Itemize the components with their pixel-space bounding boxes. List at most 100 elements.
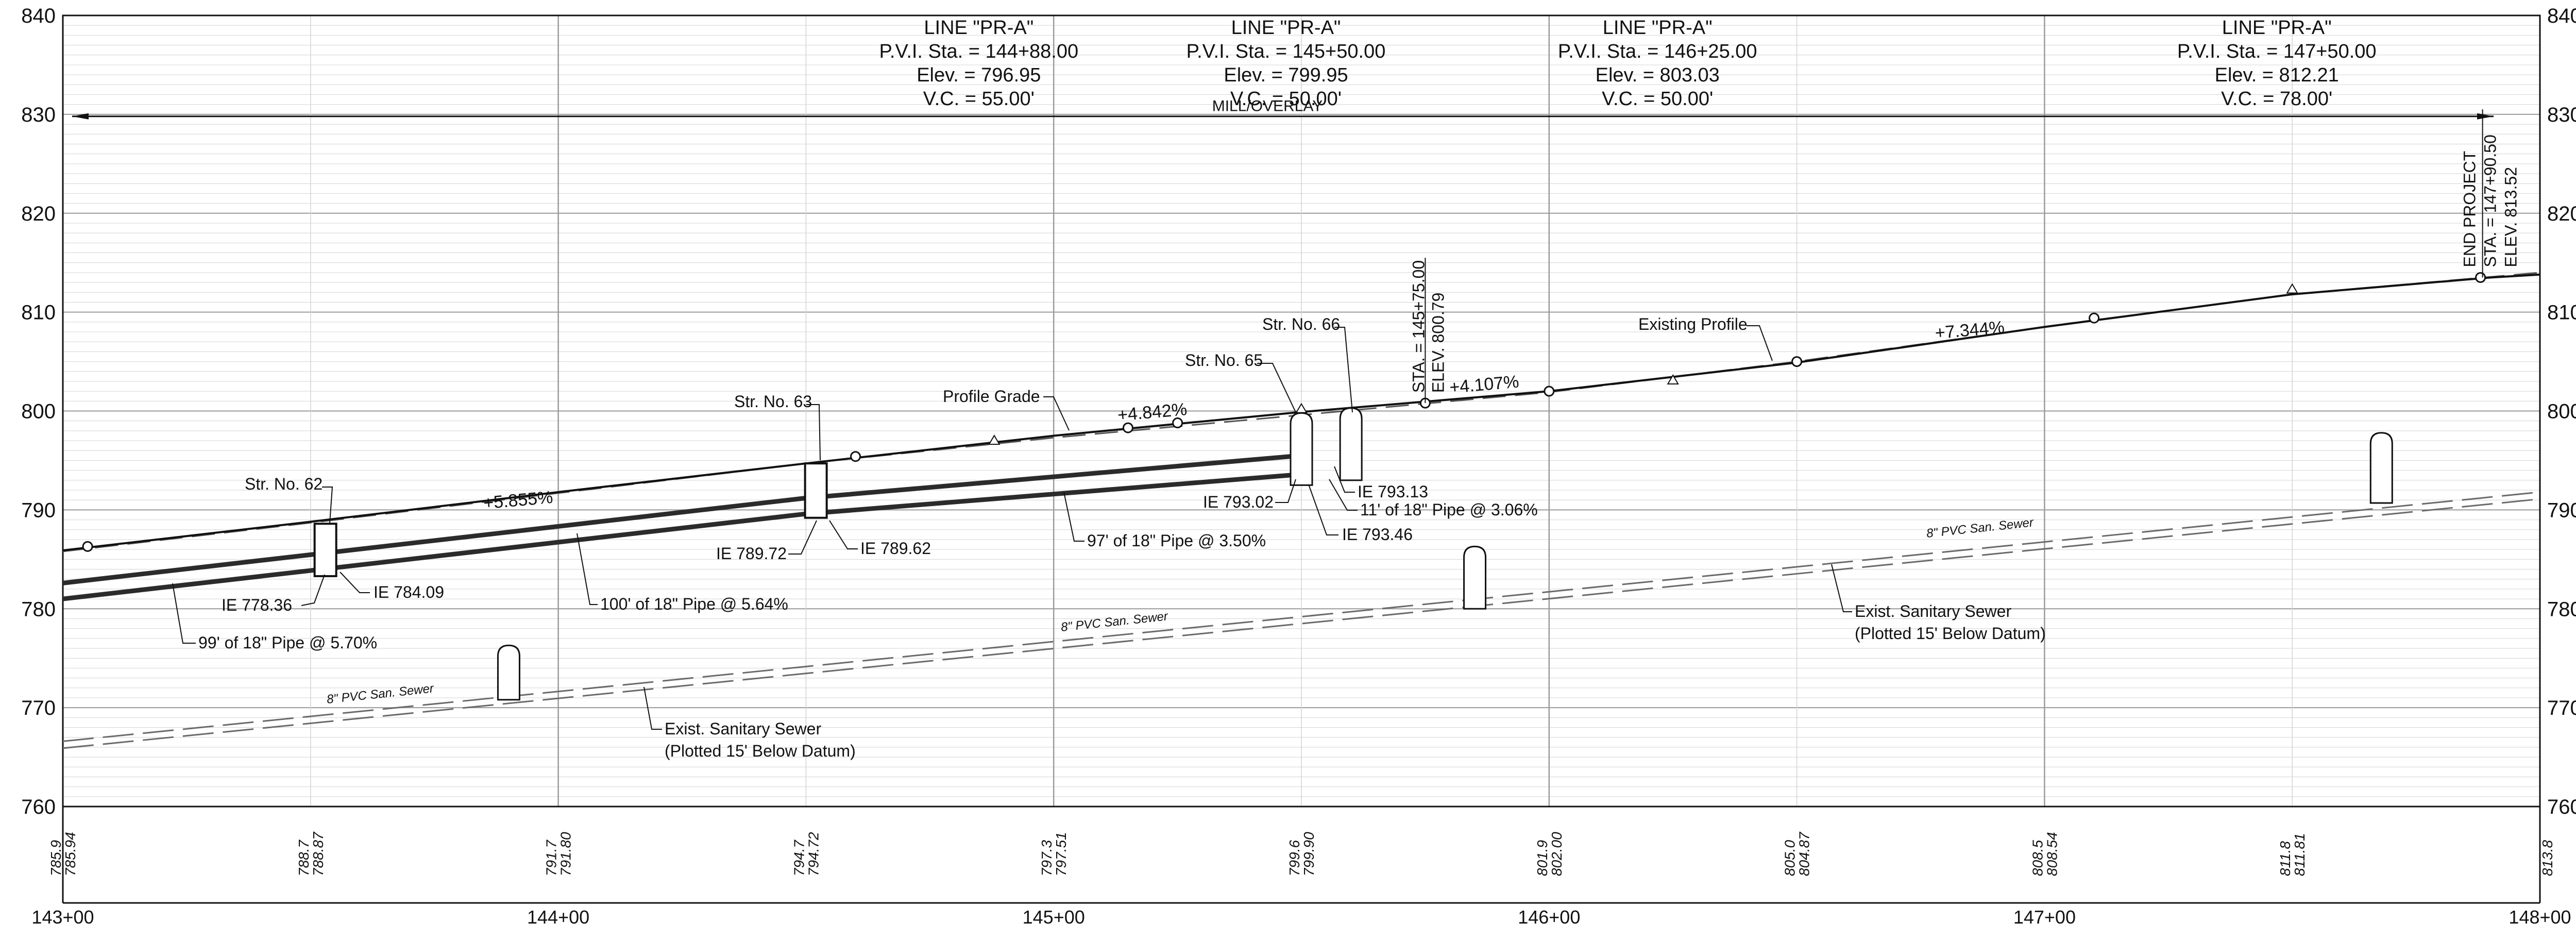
sewer-note-line-1: Exist. Sanitary Sewer: [665, 719, 821, 738]
profile-point-marker: [2089, 312, 2100, 324]
invert-label: IE 793.13: [1358, 482, 1428, 501]
end-project-text: STA. = 147+90.50: [2481, 135, 2500, 267]
y-tick-label-right: 840: [2547, 5, 2576, 27]
dimension-arrow-left: [72, 113, 89, 120]
profile-point-marker: [82, 541, 93, 552]
y-tick-label-right: 770: [2547, 697, 2576, 719]
annotations: LINE "PR-A"P.V.I. Sta. = 144+88.00Elev. …: [72, 17, 2520, 760]
existing-elevation-label: 791.7: [544, 840, 560, 876]
invert-leader: [301, 574, 325, 606]
invert-leader: [1308, 484, 1338, 535]
storm-pipe-crown: [806, 453, 1302, 500]
pipe-leader: [172, 583, 196, 644]
y-axis-right: 760 770 780 790 800 810 820 830 840: [2547, 5, 2576, 818]
structure-label: Str. No. 62: [245, 475, 323, 493]
y-tick-label-left: 780: [21, 598, 56, 621]
y-tick-label-left: 760: [21, 796, 56, 818]
sewer-note-leader: [1831, 564, 1852, 612]
sewer-note-line-2: (Plotted 15' Below Datum): [665, 742, 856, 760]
structure-label: Str. No. 63: [734, 392, 812, 411]
proposed-elevation-label: 808.54: [2044, 832, 2060, 876]
storm-pipes: [62, 453, 1302, 601]
manhole-structure: [1290, 412, 1313, 486]
y-axis-left: 760 770 780 790 800 810 820 830 840: [21, 5, 56, 818]
pipe-leader: [1329, 479, 1358, 511]
proposed-elevation-label: 785.94: [62, 832, 78, 876]
pipe-label: 99' of 18" Pipe @ 5.70%: [198, 633, 377, 652]
invert-leader: [788, 520, 817, 555]
profile-grade-label: Profile Grade: [943, 387, 1040, 406]
pvi-label-line: P.V.I. Sta. = 146+25.00: [1558, 41, 1757, 62]
y-tick-label-right: 760: [2547, 796, 2576, 818]
manhole-structure: [1339, 407, 1363, 481]
pipe-leader: [1063, 492, 1084, 542]
existing-point-marker: [2286, 283, 2298, 294]
pvi-label-line: P.V.I. Sta. = 144+88.00: [879, 41, 1078, 62]
invert-leader: [1334, 466, 1355, 493]
invert-leader: [829, 520, 858, 549]
existing-elevation-label: 794.7: [791, 840, 807, 876]
y-tick-label-left: 830: [21, 104, 56, 126]
storm-pipe-crown: [62, 495, 806, 585]
profile-point-marker: [1544, 385, 1555, 397]
existing-profile-leader: [1747, 325, 1773, 361]
storm-pipe-invert: [806, 472, 1302, 516]
pvi-label-line: P.V.I. Sta. = 147+50.00: [2177, 41, 2377, 62]
y-tick-label-right: 820: [2547, 203, 2576, 225]
manhole-structure: [2369, 432, 2393, 504]
pvi-label-line: Elev. = 803.03: [1596, 64, 1720, 86]
proposed-elevation-label: 788.87: [310, 831, 326, 876]
inlet-structure: [313, 523, 337, 577]
structure-leader: [1334, 327, 1353, 413]
pvi-label-line: LINE "PR-A": [924, 17, 1033, 39]
invert-label: IE 789.62: [860, 539, 931, 558]
sewer-pipe-upper: [62, 491, 2540, 742]
pipe-label: 100' of 18" Pipe @ 5.64%: [600, 595, 788, 613]
invert-label: IE 789.72: [716, 544, 787, 563]
existing-elevation-label: 799.6: [1286, 840, 1302, 876]
storm-pipe-invert: [62, 511, 806, 601]
y-tick-label-left: 770: [21, 697, 56, 719]
profile-grade-leader: [1043, 396, 1070, 431]
pvi-label-line: V.C. = 50.00': [1602, 88, 1713, 110]
x-tick-label: 144+00: [527, 907, 589, 928]
existing-point-marker: [1667, 374, 1679, 385]
existing-elevation-label: 808.5: [2029, 840, 2045, 876]
invert-label: IE 793.02: [1203, 493, 1274, 511]
pvi-label-line: LINE "PR-A": [2222, 17, 2332, 39]
pvi-label-line: V.C. = 50.00': [1230, 88, 1342, 110]
y-tick-label-right: 830: [2547, 104, 2576, 126]
invert-leader: [340, 572, 370, 593]
x-axis: 143+00 144+00 145+00 146+00 147+00 148+00: [31, 907, 2571, 928]
manhole-structure: [1463, 545, 1487, 610]
pvi-label-line: V.C. = 78.00': [2221, 88, 2332, 110]
pvi-label-line: Elev. = 799.95: [1224, 64, 1348, 86]
frame: [62, 14, 2541, 904]
pvi-label-line: Elev. = 812.21: [2215, 64, 2339, 86]
sta-145-75-text: STA. = 145+75.00: [1409, 260, 1428, 393]
sewer-pipe-lower: [62, 498, 2540, 749]
structures: [313, 407, 2393, 701]
existing-elevation-label: 801.9: [1534, 840, 1550, 876]
invert-label: IE 778.36: [222, 596, 292, 614]
y-tick-label-right: 790: [2547, 499, 2576, 522]
y-tick-label-right: 780: [2547, 598, 2576, 621]
y-tick-label-right: 810: [2547, 301, 2576, 324]
pipe-label: 11' of 18" Pipe @ 3.06%: [1360, 500, 1538, 519]
pvi-label-line: V.C. = 55.00': [923, 88, 1035, 110]
existing-profile-label: Existing Profile: [1638, 315, 1748, 333]
existing-elevation-label: 805.0: [1782, 840, 1798, 876]
dimension-arrow-right: [2477, 113, 2494, 120]
existing-elevation-label: 797.3: [1039, 840, 1055, 876]
pvi-label-line: P.V.I. Sta. = 145+50.00: [1187, 41, 1386, 62]
x-tick-label: 148+00: [2509, 907, 2571, 928]
inlet-structure: [804, 462, 828, 519]
existing-elevation-label: 785.9: [48, 840, 64, 876]
grid: [62, 15, 2541, 807]
proposed-elevation-label: 811.81: [2292, 833, 2308, 876]
plot-border: [62, 14, 2541, 808]
y-tick-label-left: 800: [21, 400, 56, 423]
